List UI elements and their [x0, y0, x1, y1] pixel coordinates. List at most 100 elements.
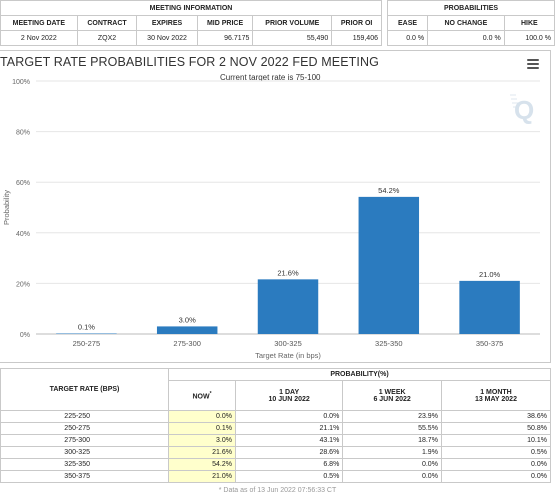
rate-cell: 275-300 [0, 434, 169, 447]
one-day-cell: 21.1% [234, 422, 344, 435]
now-cell: 21.6% [168, 446, 236, 459]
probabilities-table: PROBABILITIES EASE NO CHANGE HIKE 0.0 % … [386, 0, 555, 46]
bar-chart: 0% 20% 40% 60% 80% 100% Probability 0.1% 250-275… [2, 79, 540, 360]
col-contract: CONTRACT [76, 15, 138, 31]
col-1-week-date: 6 JUN 2022 [373, 395, 411, 403]
rate-cell: 350-375 [0, 470, 169, 483]
x-tick-label: 300-325 [274, 339, 302, 348]
one-month-cell: 38.6% [440, 410, 552, 423]
data-label: 54.2% [378, 186, 400, 195]
y-tick-label: 40% [16, 231, 30, 238]
prior-volume-value: 55,490 [252, 30, 333, 46]
now-header-label: NOW [192, 393, 210, 401]
y-tick-label: 60% [16, 180, 30, 187]
y-tick-label: 80% [16, 130, 30, 137]
one-month-cell: 0.5% [440, 446, 552, 459]
chart-labels: 0% 20% 40% 60% 80% 100% Probability 0.1% 250-275… [2, 79, 503, 360]
now-cell: 54.2% [168, 458, 236, 471]
hike-value: 100.0 % [503, 30, 555, 46]
data-timestamp-footnote: * Data as of 13 Jun 2022 07:56:33 CT [218, 487, 337, 494]
contract-value: ZQX2 [76, 30, 138, 46]
x-tick-label: 250-275 [73, 339, 101, 348]
chart-panel: TARGET RATE PROBABILITIES FOR 2 NOV 2022… [0, 50, 551, 363]
col-1-month: 1 MONTH 13 MAY 2022 [440, 380, 552, 411]
one-month-cell: 0.0% [440, 470, 552, 483]
mid-price-value: 96.7175 [196, 30, 254, 46]
y-tick-label: 0% [20, 332, 30, 339]
data-label: 3.0% [179, 315, 196, 324]
rate-cell: 250-275 [0, 422, 169, 435]
table-row: 325-350 54.2% 6.8% 0.0% 0.0% [0, 458, 552, 471]
meeting-summary: MEETING INFORMATION MEETING DATE CONTRAC… [0, 0, 555, 46]
now-cell: 21.0% [168, 470, 236, 483]
data-label: 21.0% [479, 270, 501, 279]
one-week-cell: 1.9% [342, 446, 442, 459]
one-month-cell: 10.1% [440, 434, 552, 447]
data-label: 0.1% [78, 323, 95, 332]
col-1-month-date: 13 MAY 2022 [474, 395, 517, 403]
one-month-cell: 0.0% [440, 458, 552, 471]
x-tick-label: 325-350 [375, 339, 403, 348]
col-meeting-date: MEETING DATE [0, 15, 78, 31]
hamburger-menu-icon[interactable] [527, 59, 539, 69]
no-change-value: 0.0 % [427, 30, 505, 46]
col-1-day-label: 1 DAY [279, 388, 300, 396]
one-day-cell: 28.6% [234, 446, 344, 459]
bar-325-350[interactable] [358, 196, 420, 334]
table-row: 250-275 0.1% 21.1% 55.5% 50.8% [0, 422, 552, 435]
one-week-cell: 18.7% [342, 434, 442, 447]
ease-value: 0.0 % [386, 30, 429, 46]
col-expires: EXPIRES [136, 15, 198, 31]
y-tick-label: 20% [16, 281, 30, 288]
bar-250-275[interactable] [56, 333, 117, 335]
y-tick-label: 100% [12, 79, 30, 86]
table-row: 225-250 0.0% 0.0% 23.9% 38.6% [0, 410, 552, 423]
col-hike: HIKE [503, 15, 555, 31]
prior-oi-value: 159,406 [331, 30, 382, 46]
svg-text:Q: Q [514, 95, 534, 125]
rate-cell: 225-250 [0, 410, 169, 423]
table-row: 350-375 21.0% 0.5% 0.0% 0.0% [0, 470, 552, 483]
col-1-week: 1 WEEK 6 JUN 2022 [342, 380, 442, 411]
meeting-information-table: MEETING INFORMATION MEETING DATE CONTRAC… [0, 0, 382, 46]
bar-350-375[interactable] [459, 280, 520, 334]
one-week-cell: 0.0% [342, 470, 442, 483]
now-cell: 0.0% [168, 410, 236, 423]
meeting-date-value: 2 Nov 2022 [0, 30, 78, 46]
col-no-change: NO CHANGE [427, 15, 505, 31]
expires-value: 30 Nov 2022 [136, 30, 198, 46]
one-week-cell: 55.5% [342, 422, 442, 435]
col-1-month-label: 1 MONTH [480, 388, 512, 396]
col-1-day-date: 10 JUN 2022 [268, 395, 310, 403]
y-axis-title: Probability [2, 190, 11, 225]
now-cell: 3.0% [168, 434, 236, 447]
chart-bars [56, 196, 520, 335]
bar-275-300[interactable] [156, 326, 218, 334]
probabilities-header: PROBABILITIES [387, 0, 555, 16]
col-prior-volume: PRIOR VOLUME [252, 15, 333, 31]
x-axis-title: Target Rate (in bps) [255, 351, 321, 360]
col-1-week-label: 1 WEEK [378, 388, 406, 396]
cme-q-logo-icon: Q [510, 94, 534, 125]
one-month-cell: 50.8% [440, 422, 552, 435]
probability-group-header: PROBABILITY(%) [168, 368, 551, 381]
rate-cell: 325-350 [0, 458, 169, 471]
data-label: 21.6% [277, 268, 299, 277]
col-now: NOW* [168, 380, 236, 411]
target-rate-probability-table: TARGET RATE (BPS) PROBABILITY(%) NOW* 1 … [0, 368, 555, 483]
one-day-cell: 0.0% [234, 410, 344, 423]
chart-title: TARGET RATE PROBABILITIES FOR 2 NOV 2022… [0, 55, 379, 69]
bar-300-325[interactable] [257, 279, 319, 334]
col-prior-oi: PRIOR OI [331, 15, 382, 31]
col-ease: EASE [386, 15, 429, 31]
now-cell: 0.1% [168, 422, 236, 435]
col-1-day: 1 DAY 10 JUN 2022 [234, 380, 344, 411]
one-week-cell: 0.0% [342, 458, 442, 471]
x-tick-label: 350-375 [476, 339, 504, 348]
target-rate-header: TARGET RATE (BPS) [0, 368, 169, 411]
one-day-cell: 6.8% [234, 458, 344, 471]
chart-subtitle: Current target rate is 75-100 [220, 73, 321, 82]
col-mid-price: MID PRICE [196, 15, 254, 31]
meeting-information-header: MEETING INFORMATION [0, 0, 382, 16]
table-row: 275-300 3.0% 43.1% 18.7% 10.1% [0, 434, 552, 447]
